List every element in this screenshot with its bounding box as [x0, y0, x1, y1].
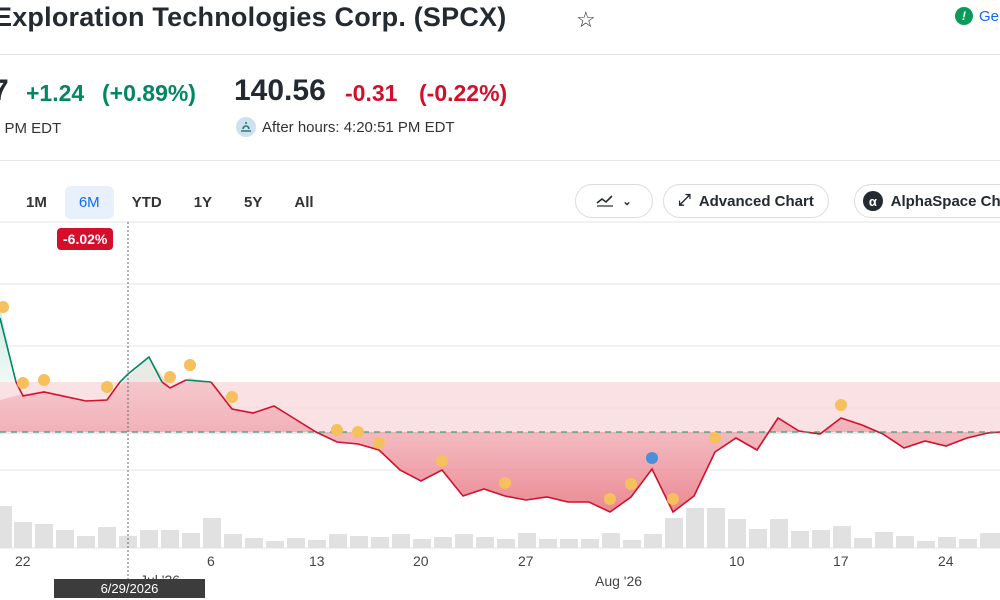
divider	[0, 54, 1000, 55]
period-change-badge: -6.02%	[57, 228, 114, 250]
hover-date-label: 6/29/2026	[54, 579, 205, 598]
x-axis-label: 17	[833, 553, 849, 569]
info-icon: !	[955, 7, 973, 25]
tab-6m[interactable]: 6M	[64, 186, 114, 219]
after-hours-change-percent: (-0.22%)	[419, 80, 508, 106]
alphaspace-label: AlphaSpace Cha	[890, 192, 1000, 210]
volume-bars	[0, 506, 1000, 548]
chart-type-dropdown[interactable]: ⌄	[575, 184, 653, 218]
chevron-down-icon: ⌄	[622, 195, 632, 208]
moon-icon	[236, 117, 256, 137]
chart-type-icon	[596, 195, 614, 207]
tab-ytd[interactable]: YTD	[131, 194, 162, 211]
x-axis-label: 20	[413, 553, 429, 569]
advanced-chart-button[interactable]: ⤢ Advanced Chart	[663, 184, 829, 218]
x-axis-label: 22	[15, 553, 31, 569]
get-quote-label: Ge	[979, 7, 1000, 25]
range-tabs: 1M 6M YTD 1Y 5Y All	[12, 186, 332, 219]
after-hours-info: After hours: 4:20:51 PM EDT	[236, 117, 455, 137]
watchlist-star-icon[interactable]: ☆	[576, 7, 596, 32]
below-baseline-fill-top	[0, 382, 1000, 434]
divider	[0, 160, 1000, 161]
x-axis-label: 27	[518, 553, 534, 569]
tab-5y[interactable]: 5Y	[244, 194, 263, 211]
price-change-percent: (+0.89%)	[102, 80, 196, 106]
expand-icon: ⤢	[678, 192, 691, 209]
alphaspace-button[interactable]: α AlphaSpace Cha	[854, 184, 1000, 218]
x-axis-label: Aug '26	[595, 573, 643, 589]
tab-1y[interactable]: 1Y	[193, 194, 213, 211]
area-above-baseline	[0, 307, 162, 382]
get-quote-link[interactable]: ! Ge	[955, 7, 999, 25]
after-hours-time: After hours: 4:20:51 PM EDT	[262, 118, 455, 136]
price-line-down	[15, 379, 1000, 514]
tab-1m[interactable]: 1M	[26, 194, 47, 211]
event-dots	[0, 301, 847, 505]
tab-all[interactable]: All	[294, 194, 314, 211]
after-hours-change: -0.31	[345, 80, 398, 106]
x-axis-label: 13	[309, 553, 325, 569]
current-price: 7	[0, 74, 9, 107]
alpha-icon: α	[863, 191, 883, 211]
x-axis-label: 24	[938, 553, 954, 569]
x-axis-label: 10	[729, 553, 745, 569]
page-title: Exploration Technologies Corp. (SPCX)	[0, 2, 507, 32]
price-line-up	[0, 317, 212, 383]
blue-event-dot	[646, 452, 658, 464]
gridlines	[0, 221, 1000, 549]
price-change: +1.24	[26, 80, 85, 106]
after-hours-price: 140.56	[234, 74, 326, 107]
x-axis-label: 6	[207, 553, 215, 569]
area-below-baseline	[0, 357, 1000, 512]
close-time: 0 PM EDT	[0, 120, 62, 137]
advanced-chart-label: Advanced Chart	[698, 192, 814, 210]
